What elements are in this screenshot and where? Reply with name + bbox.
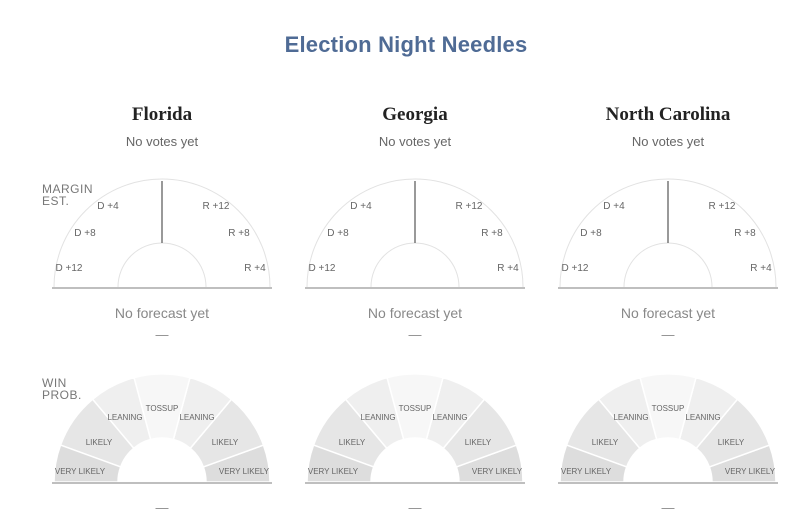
inner-arc: [370, 242, 460, 288]
forecast-status: No forecast yet: [367, 305, 463, 321]
probability-label: LEANING: [613, 413, 648, 422]
votes-status: No votes yet: [378, 134, 452, 149]
margin-tick-label: D +4: [350, 201, 372, 212]
margin-tick-label: D +8: [327, 228, 349, 239]
probability-band: [559, 444, 628, 483]
margin-tick-label: R +4: [750, 263, 772, 274]
probability-label: TOSSUP: [146, 404, 179, 413]
probability-label: LIKELY: [592, 438, 619, 447]
win-probability-gauge: VERY LIKELYLIKELYLEANINGTOSSUPLEANINGLIK…: [558, 373, 778, 484]
inner-arc: [623, 242, 713, 288]
inner-arc: [117, 242, 207, 288]
margin-tick-label: D +12: [56, 263, 83, 274]
votes-status: No votes yet: [631, 134, 705, 149]
state-column-florida: Florida No votes yet D +12 D +8 D +4 R +4 R …: [47, 0, 277, 518]
probability-label: LEANING: [360, 413, 395, 422]
margin-tick-label: D +8: [74, 228, 96, 239]
probability-label: VERY LIKELY: [725, 467, 776, 476]
probability-label: TOSSUP: [399, 404, 432, 413]
state-name: North Carolina: [605, 104, 731, 125]
probability-label: VERY LIKELY: [219, 467, 270, 476]
probability-dash: —: [408, 500, 422, 515]
margin-needle-gauge: D +12 D +8 D +4 R +4 R +8 R +12: [558, 178, 778, 289]
probability-label: VERY LIKELY: [472, 467, 523, 476]
margin-tick-label: R +8: [734, 228, 756, 239]
margin-needle-gauge: D +12 D +8 D +4 R +4 R +8 R +12: [52, 178, 272, 289]
win-probability-label: WIN PROB.: [42, 376, 82, 402]
margin-tick-label: R +4: [497, 263, 519, 274]
forecast-status: No forecast yet: [114, 305, 210, 321]
probability-label: LIKELY: [86, 438, 113, 447]
state-column-georgia: Georgia No votes yet D +12 D +8 D +4 R +4 R …: [300, 0, 530, 518]
probability-label: VERY LIKELY: [561, 467, 612, 476]
state-name: Florida: [131, 104, 193, 125]
probability-label: LEANING: [685, 413, 720, 422]
forecast-dash: —: [155, 327, 169, 342]
probability-label: VERY LIKELY: [55, 467, 106, 476]
probability-label: LIKELY: [212, 438, 239, 447]
outer-arc: [306, 178, 524, 288]
margin-estimate-label: MARGIN EST.: [42, 182, 93, 208]
margin-tick-label: R +12: [203, 201, 230, 212]
probability-label: VERY LIKELY: [308, 467, 359, 476]
state-column-north-carolina: North Carolina No votes yet D +12 D +8 D +…: [553, 0, 783, 518]
probability-label: LIKELY: [339, 438, 366, 447]
win-probability-gauge: VERY LIKELYLIKELYLEANINGTOSSUPLEANINGLIK…: [52, 373, 272, 484]
margin-tick-label: R +4: [244, 263, 266, 274]
probability-label: LEANING: [107, 413, 142, 422]
margin-tick-label: D +12: [562, 263, 589, 274]
probability-label: TOSSUP: [652, 404, 685, 413]
probability-label: LEANING: [179, 413, 214, 422]
margin-tick-label: R +12: [456, 201, 483, 212]
margin-tick-label: D +4: [603, 201, 625, 212]
page-title: Election Night Needles: [284, 32, 528, 57]
outer-arc: [53, 178, 271, 288]
margin-tick-label: D +4: [97, 201, 119, 212]
probability-band: [306, 444, 375, 483]
win-probability-gauge: VERY LIKELYLIKELYLEANINGTOSSUPLEANINGLIK…: [305, 373, 525, 484]
votes-status: No votes yet: [125, 134, 199, 149]
margin-needle-gauge: D +12 D +8 D +4 R +4 R +8 R +12: [305, 178, 525, 289]
probability-dash: —: [155, 500, 169, 515]
margin-tick-label: R +12: [709, 201, 736, 212]
margin-tick-label: D +12: [309, 263, 336, 274]
probability-label: LIKELY: [718, 438, 745, 447]
margin-tick-label: D +8: [580, 228, 602, 239]
forecast-dash: —: [408, 327, 422, 342]
margin-tick-label: R +8: [228, 228, 250, 239]
probability-dash: —: [661, 500, 675, 515]
probability-band: [53, 444, 122, 483]
margin-tick-label: R +8: [481, 228, 503, 239]
probability-label: LEANING: [432, 413, 467, 422]
forecast-dash: —: [661, 327, 675, 342]
forecast-status: No forecast yet: [620, 305, 716, 321]
probability-label: LIKELY: [465, 438, 492, 447]
outer-arc: [559, 178, 777, 288]
state-name: Georgia: [382, 104, 448, 125]
